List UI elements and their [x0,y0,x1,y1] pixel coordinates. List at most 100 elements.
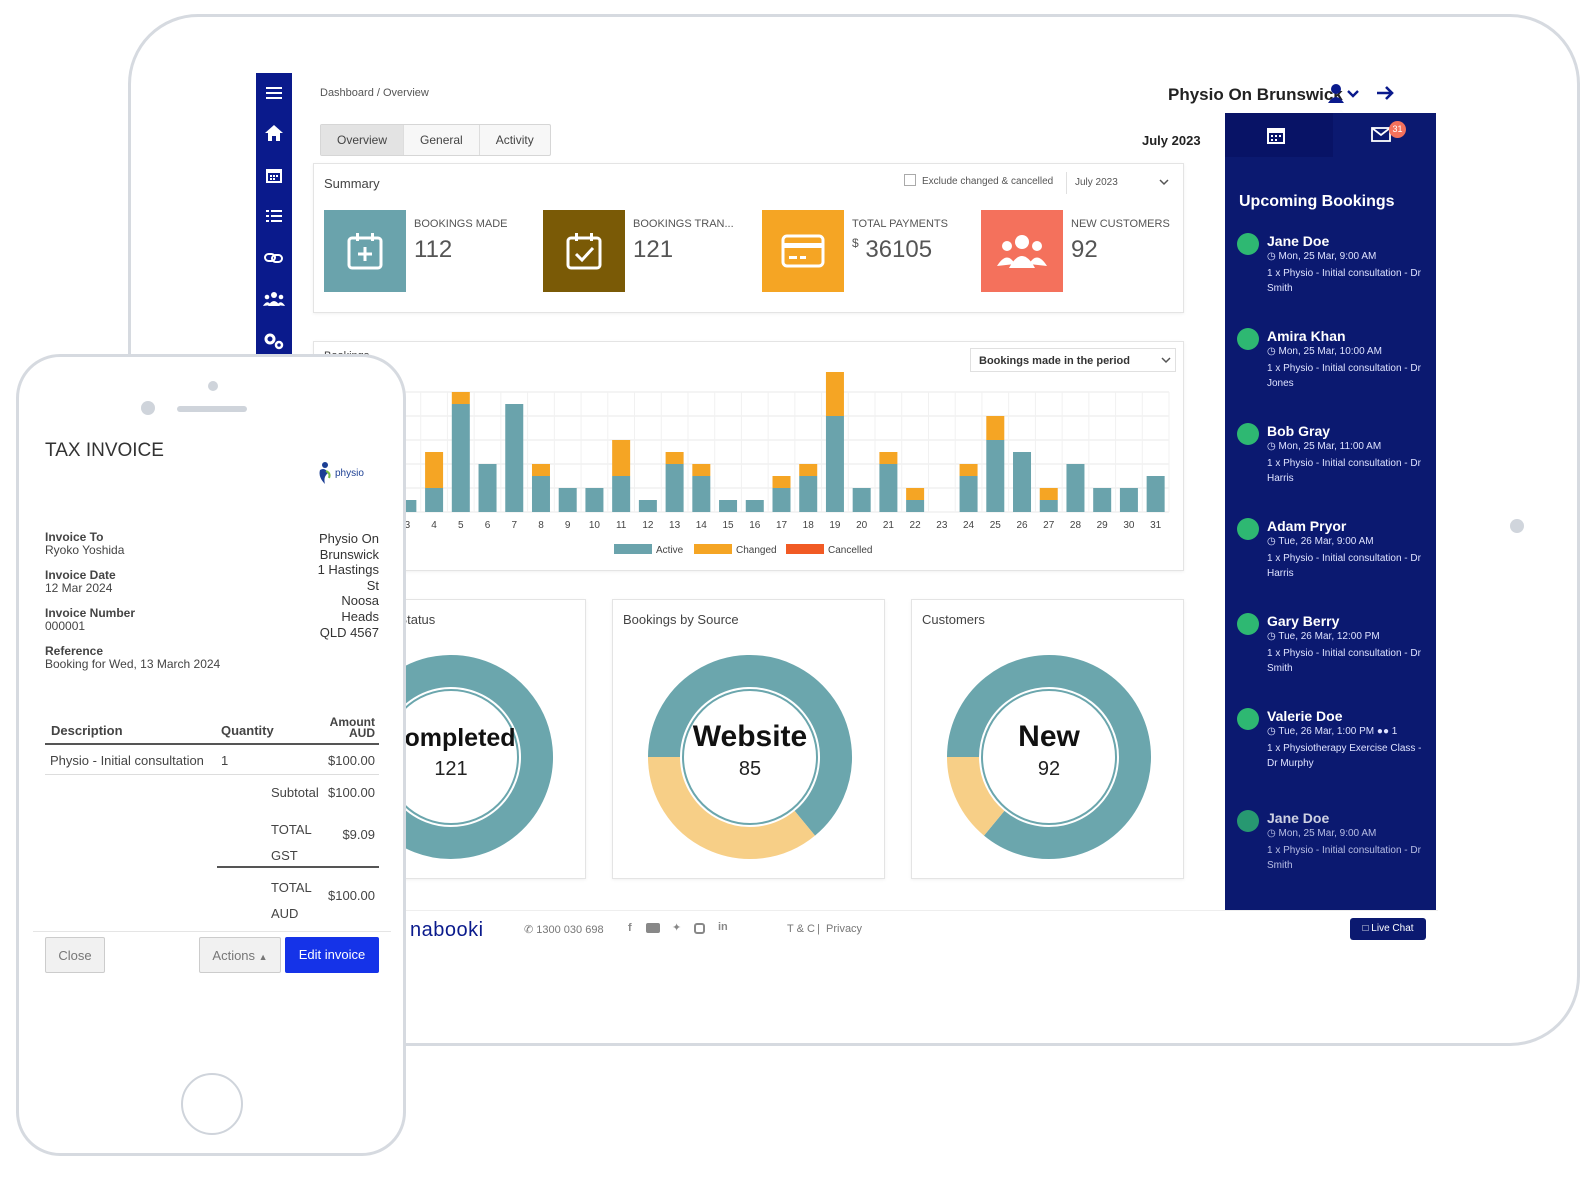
bar-active[interactable] [478,464,497,512]
linkedin-icon[interactable]: in [718,921,728,933]
period-select[interactable]: July 2023 [1066,172,1174,194]
bar-active[interactable] [1066,464,1085,512]
bar-active[interactable] [772,488,791,512]
bar-active[interactable] [531,476,550,512]
address-line: 1 Hastings [317,562,379,578]
clinic-logo-text: physio [335,467,364,479]
bar-active[interactable] [959,476,978,512]
calendar-icon[interactable] [256,157,292,193]
legend-swatch [614,544,652,554]
twitter-icon[interactable]: ✦ [672,922,682,934]
bar-changed[interactable] [1039,488,1058,500]
chevron-down-icon [1161,357,1171,364]
account-icon[interactable] [1328,83,1362,110]
bar-changed[interactable] [531,464,550,476]
messages-tab[interactable]: 31 [1333,113,1436,157]
bar-changed[interactable] [425,452,444,488]
stat-total-payments: TOTAL PAYMENTS $ 36105 [762,210,972,292]
invoice-number-label: Invoice Number [45,606,136,620]
settings-icon[interactable] [256,323,292,359]
bar-active[interactable] [799,476,818,512]
bar-active[interactable] [1146,476,1165,512]
bar-changed[interactable] [451,392,470,404]
stat-value: 121 [633,236,674,263]
donut-segment[interactable] [947,655,1151,859]
donut-segment[interactable] [648,655,852,836]
privacy-link[interactable]: Privacy [826,923,863,935]
bar-active[interactable] [1039,500,1058,512]
phone-home-button[interactable] [181,1073,243,1135]
bar-active[interactable] [425,488,444,512]
bar-active[interactable] [558,488,577,512]
bar-active[interactable] [745,500,764,512]
phone-link[interactable]: ✆ 1300 030 698 [524,924,604,936]
bar-active[interactable] [612,476,631,512]
tab-general[interactable]: General [404,125,480,155]
bar-active[interactable] [638,500,657,512]
menu-icon[interactable] [256,75,292,111]
customers-donut-chart [947,655,1151,859]
bar-changed[interactable] [959,464,978,476]
breadcrumb[interactable]: Dashboard / Overview [320,87,429,99]
instagram-icon[interactable] [694,923,705,934]
tab-activity[interactable]: Activity [495,133,534,147]
booking-status-icon [1237,233,1259,255]
users-icon[interactable] [256,281,292,317]
bar-changed[interactable] [986,416,1005,440]
bookings-chart-select[interactable]: Bookings made in the period [970,348,1176,372]
bar-active[interactable] [1013,452,1032,512]
address-line: QLD 4567 [319,624,379,640]
edit-invoice-button[interactable]: Edit invoice [285,937,379,973]
bar-active[interactable] [665,464,684,512]
booking-time-text: Mon, 25 Mar, 9:00 AM [1278,828,1377,839]
bar-changed[interactable] [665,452,684,464]
bar-active[interactable] [585,488,604,512]
phone-speaker [177,406,247,412]
org-name: Physio On Brunswick [1168,85,1343,104]
tab-overview[interactable]: Overview [321,125,405,155]
facebook-icon[interactable]: f [628,922,632,934]
exclude-checkbox[interactable] [904,174,916,186]
bar-active[interactable] [505,404,524,512]
close-button[interactable]: Close [45,937,105,973]
bar-active[interactable] [451,404,470,512]
bar-changed[interactable] [799,464,818,476]
actions-button[interactable]: Actions ▲ [199,937,281,973]
caret-up-icon: ▲ [258,952,268,962]
bar-active[interactable] [719,500,738,512]
bar-active[interactable] [879,464,898,512]
x-tick-label: 4 [431,520,437,531]
bar-active[interactable] [1093,488,1112,512]
bar-active[interactable] [1119,488,1138,512]
line-item-qty: 1 [221,753,229,768]
bar-active[interactable] [852,488,871,512]
booking-desc: 1 x Physio - Initial consultation - Dr J… [1267,363,1421,389]
address-line: Heads [341,608,379,624]
source-donut-chart [648,655,852,859]
bar-active[interactable] [825,416,844,512]
bar-active[interactable] [906,500,925,512]
bar-active[interactable] [692,476,711,512]
bar-changed[interactable] [772,476,791,488]
live-chat-button[interactable]: □ Live Chat [1350,918,1426,940]
calendar-icon[interactable] [1267,126,1285,149]
bar-changed[interactable] [692,464,711,476]
link-icon[interactable] [256,240,292,276]
bar-changed[interactable] [825,372,844,416]
calendar-check-icon [543,210,625,292]
bar-changed[interactable] [879,452,898,464]
bar-changed[interactable] [906,488,925,500]
tc-link[interactable]: T & C [787,923,815,935]
home-icon[interactable] [256,115,292,151]
donut-segment[interactable] [648,756,816,859]
gst-label: TOTAL GST [271,817,312,869]
list-icon[interactable] [256,198,292,234]
bar-active[interactable] [986,440,1005,512]
bar-changed[interactable] [612,440,631,476]
legend-swatch [786,544,824,554]
source-donut-title: Bookings by Source [623,612,739,627]
donut-segment[interactable] [947,756,1005,836]
booking-desc: 1 x Physio - Initial consultation - Dr S… [1267,845,1421,871]
youtube-icon[interactable] [646,923,660,933]
logout-arrow-icon[interactable] [1376,84,1396,107]
